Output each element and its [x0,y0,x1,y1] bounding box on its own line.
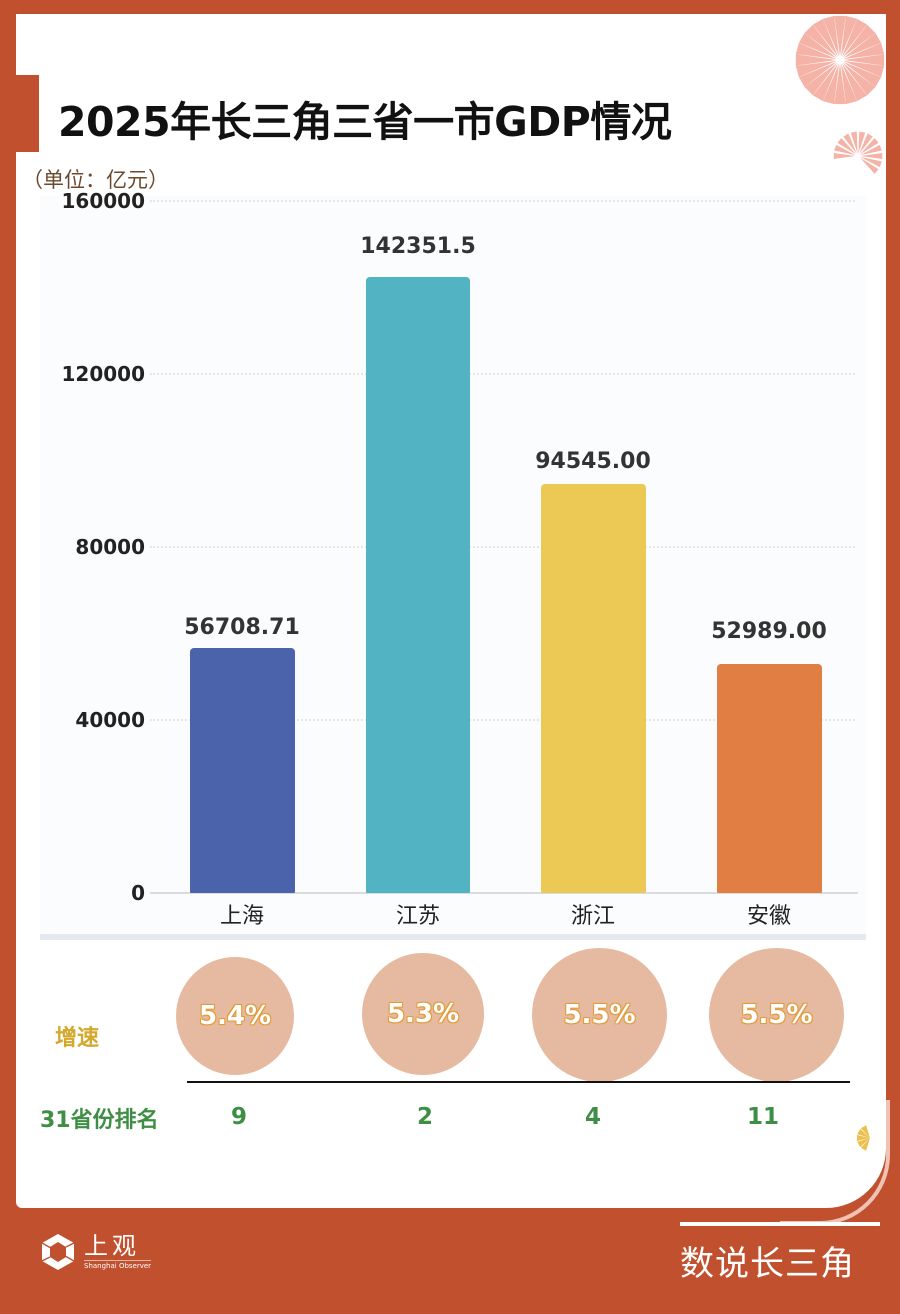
category-label: 上海 [219,904,264,929]
y-tick-label: 0 [131,881,145,905]
decorative-arc [780,1100,890,1225]
decorative-underline [680,1222,880,1226]
ranking-row-label: 31省份排名 [40,1108,159,1133]
bar-jiangsu [366,277,470,893]
growth-row-label: 增速 [55,1026,100,1051]
column-name: 数说长三角 [680,1244,855,1284]
bar-zhejiang [541,484,646,893]
rank-value: 2 [416,1104,433,1130]
y-tick-label: 80000 [75,535,145,559]
row-divider-line [187,1081,850,1083]
gridline-40000 [150,719,855,721]
sunburst-decoration-icon [795,15,885,105]
section-divider [40,934,866,940]
bar-value-label: 56708.71 [184,615,300,640]
bar-value-label: 142351.5 [360,234,476,259]
unit-label: （单位：亿元） [22,168,169,192]
rank-value: 9 [230,1104,247,1130]
logo-chinese-name: 上观 [84,1232,140,1260]
bar-value-label: 94545.00 [535,449,651,474]
category-label: 安徽 [746,904,791,929]
growth-value: 5.3% [386,999,460,1029]
category-label: 浙江 [570,904,615,929]
growth-value: 5.4% [198,1001,272,1031]
gridline-120000 [150,373,855,375]
rank-value: 4 [584,1104,601,1130]
growth-circle: 5.4% [176,957,294,1075]
bar-anhui [717,664,822,893]
growth-circle: 5.5% [709,948,844,1082]
growth-value: 5.5% [563,1000,636,1030]
bar-shanghai [190,648,295,893]
category-label: 江苏 [395,904,440,929]
small-sunburst-decoration-icon [833,131,883,174]
y-tick-label: 40000 [75,708,145,732]
bar-value-label: 52989.00 [711,619,827,644]
growth-circle: 5.3% [362,953,484,1075]
gridline-160000 [150,200,855,202]
rank-value: 11 [746,1104,779,1130]
y-tick-label: 160000 [61,189,146,213]
page-title: 2025年长三角三省一市GDP情况 [58,98,672,146]
shanghai-observer-logo: 上观 Shanghai Observer [38,1232,152,1272]
growth-circle: 5.5% [532,948,667,1082]
x-axis-line [150,892,858,894]
logo-hexagon-icon [41,1234,75,1270]
y-tick-label: 120000 [61,362,146,386]
title-accent-bar [16,75,39,152]
growth-value: 5.5% [740,1000,813,1030]
gridline-80000 [150,546,855,548]
logo-english-name: Shanghai Observer [84,1260,152,1270]
